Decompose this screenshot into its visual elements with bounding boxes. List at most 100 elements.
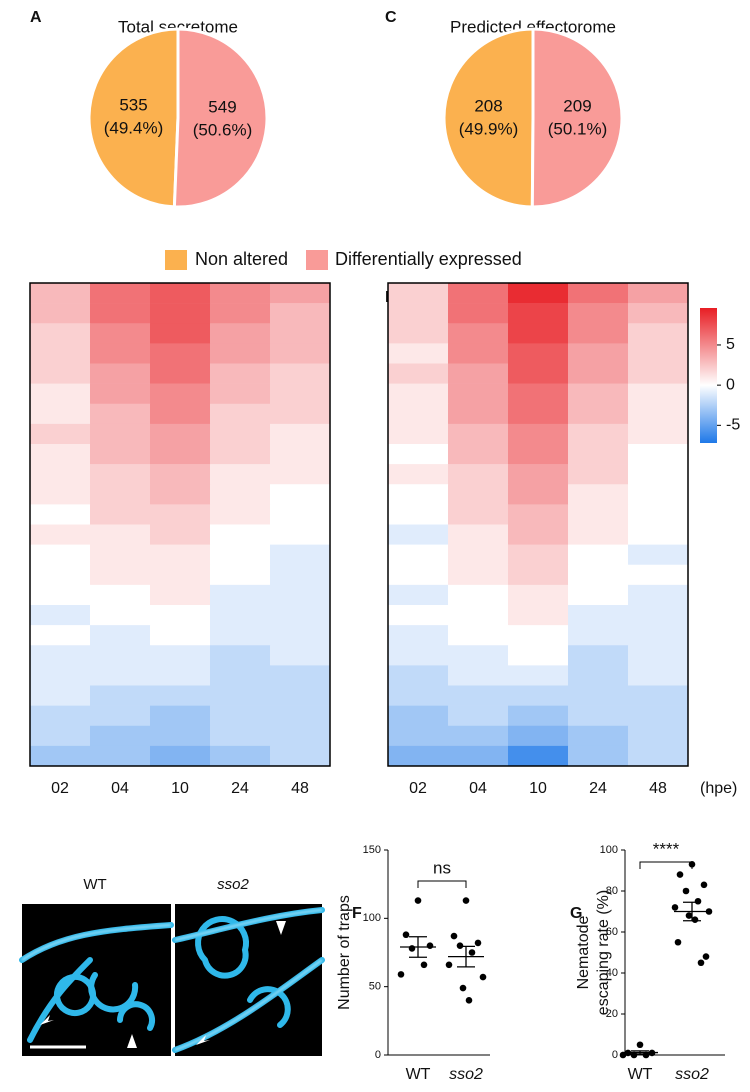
heat-cell xyxy=(568,745,629,767)
heat-cell xyxy=(270,524,331,545)
heat-cell xyxy=(388,303,449,324)
data-point xyxy=(694,897,702,905)
x-tick-label: 04 xyxy=(111,780,129,797)
heat-cell xyxy=(30,444,91,465)
heat-cell xyxy=(388,685,449,706)
heat-cell xyxy=(628,584,689,606)
heat-cell xyxy=(90,705,151,727)
heat-cell xyxy=(388,343,449,364)
data-point xyxy=(420,961,428,969)
heat-cell xyxy=(270,444,331,465)
hyphae-highlight xyxy=(21,909,323,1051)
heat-cell xyxy=(150,645,211,666)
heat-cell xyxy=(30,745,91,767)
heat-cell xyxy=(448,303,509,324)
heat-cell xyxy=(210,444,271,465)
heat-cell xyxy=(628,725,689,747)
heat-cell xyxy=(150,745,211,767)
data-point xyxy=(426,942,434,949)
legend-swatch xyxy=(306,250,328,270)
y-tick-label: 150 xyxy=(363,844,381,856)
heat-cell xyxy=(150,484,211,505)
chart-title: Total secretome xyxy=(118,17,238,36)
x-tick-label: 02 xyxy=(409,780,427,797)
heat-cell xyxy=(150,423,211,445)
heat-cell xyxy=(150,665,211,686)
heat-cell xyxy=(210,544,271,566)
heat-cell xyxy=(508,544,569,566)
y-tick-label: 40 xyxy=(606,967,618,979)
heat-cell xyxy=(210,303,271,324)
heat-cell xyxy=(508,725,569,747)
x-tick-label: 24 xyxy=(231,780,249,797)
heat-cell xyxy=(628,605,689,626)
heat-cell xyxy=(388,323,449,344)
data-point xyxy=(450,932,458,940)
heat-cell xyxy=(568,383,629,405)
heat-cell xyxy=(150,343,211,364)
panel-letter: F xyxy=(352,905,362,922)
heat-cell xyxy=(568,363,629,384)
heat-cell xyxy=(448,745,509,767)
data-point xyxy=(682,887,690,895)
data-point xyxy=(702,953,710,960)
heat-cell xyxy=(90,323,151,344)
heat-cell xyxy=(150,504,211,525)
heat-cell xyxy=(388,524,449,545)
heat-cell xyxy=(270,504,331,525)
heat-cell xyxy=(210,725,271,747)
panel-e: E WT sso2 xyxy=(19,876,325,1056)
heat-cell xyxy=(508,564,569,586)
data-point xyxy=(397,971,405,978)
heat-cell xyxy=(568,484,629,505)
heat-cell xyxy=(508,705,569,727)
heat-cell xyxy=(210,524,271,545)
heat-cell xyxy=(628,645,689,666)
y-axis-label: escaping rate (%) xyxy=(595,890,612,1015)
heat-cell xyxy=(508,403,569,425)
heat-cell xyxy=(210,464,271,485)
heat-cell xyxy=(90,444,151,465)
heat-cell xyxy=(150,544,211,566)
heat-cell xyxy=(150,444,211,465)
x-tick-label: WT xyxy=(406,1066,431,1083)
arrow xyxy=(40,1015,54,1025)
heat-cell xyxy=(448,403,509,425)
panel-letter: G xyxy=(570,905,582,922)
heat-cell xyxy=(508,383,569,405)
heat-cell xyxy=(568,665,629,686)
chart-title: Predicted effectorome xyxy=(450,17,616,36)
heat-cell xyxy=(210,484,271,505)
heat-cell xyxy=(628,383,689,405)
arrowhead xyxy=(276,921,286,935)
heat-cell xyxy=(448,725,509,747)
panel-letter: A xyxy=(30,9,42,26)
heat-cell xyxy=(30,725,91,747)
heat-cell xyxy=(448,383,509,405)
x-tick-label: 10 xyxy=(529,780,547,797)
significance-bracket xyxy=(639,861,693,869)
heat-cell xyxy=(628,524,689,545)
x-tick-label: WT xyxy=(628,1066,653,1083)
heat-cell xyxy=(508,745,569,767)
heat-cell xyxy=(210,283,271,304)
heat-cell xyxy=(388,725,449,747)
heat-cell xyxy=(30,403,91,425)
heatmap-frame xyxy=(387,282,689,767)
heat-cell xyxy=(628,464,689,485)
x-tick-label: sso2 xyxy=(675,1066,709,1083)
slice-value: 549 xyxy=(208,97,236,116)
heat-cell xyxy=(90,665,151,686)
x-tick-label: 24 xyxy=(589,780,607,797)
heat-cell xyxy=(508,303,569,324)
heat-cell xyxy=(448,625,509,646)
heat-cell xyxy=(150,524,211,545)
data-point xyxy=(456,942,464,949)
heat-cell xyxy=(30,303,91,324)
heat-cell xyxy=(270,343,331,364)
heat-cell xyxy=(150,323,211,344)
heat-cell xyxy=(628,745,689,767)
x-unit: (hpe) xyxy=(700,780,737,797)
heat-cell xyxy=(270,464,331,485)
heat-cell xyxy=(210,363,271,384)
